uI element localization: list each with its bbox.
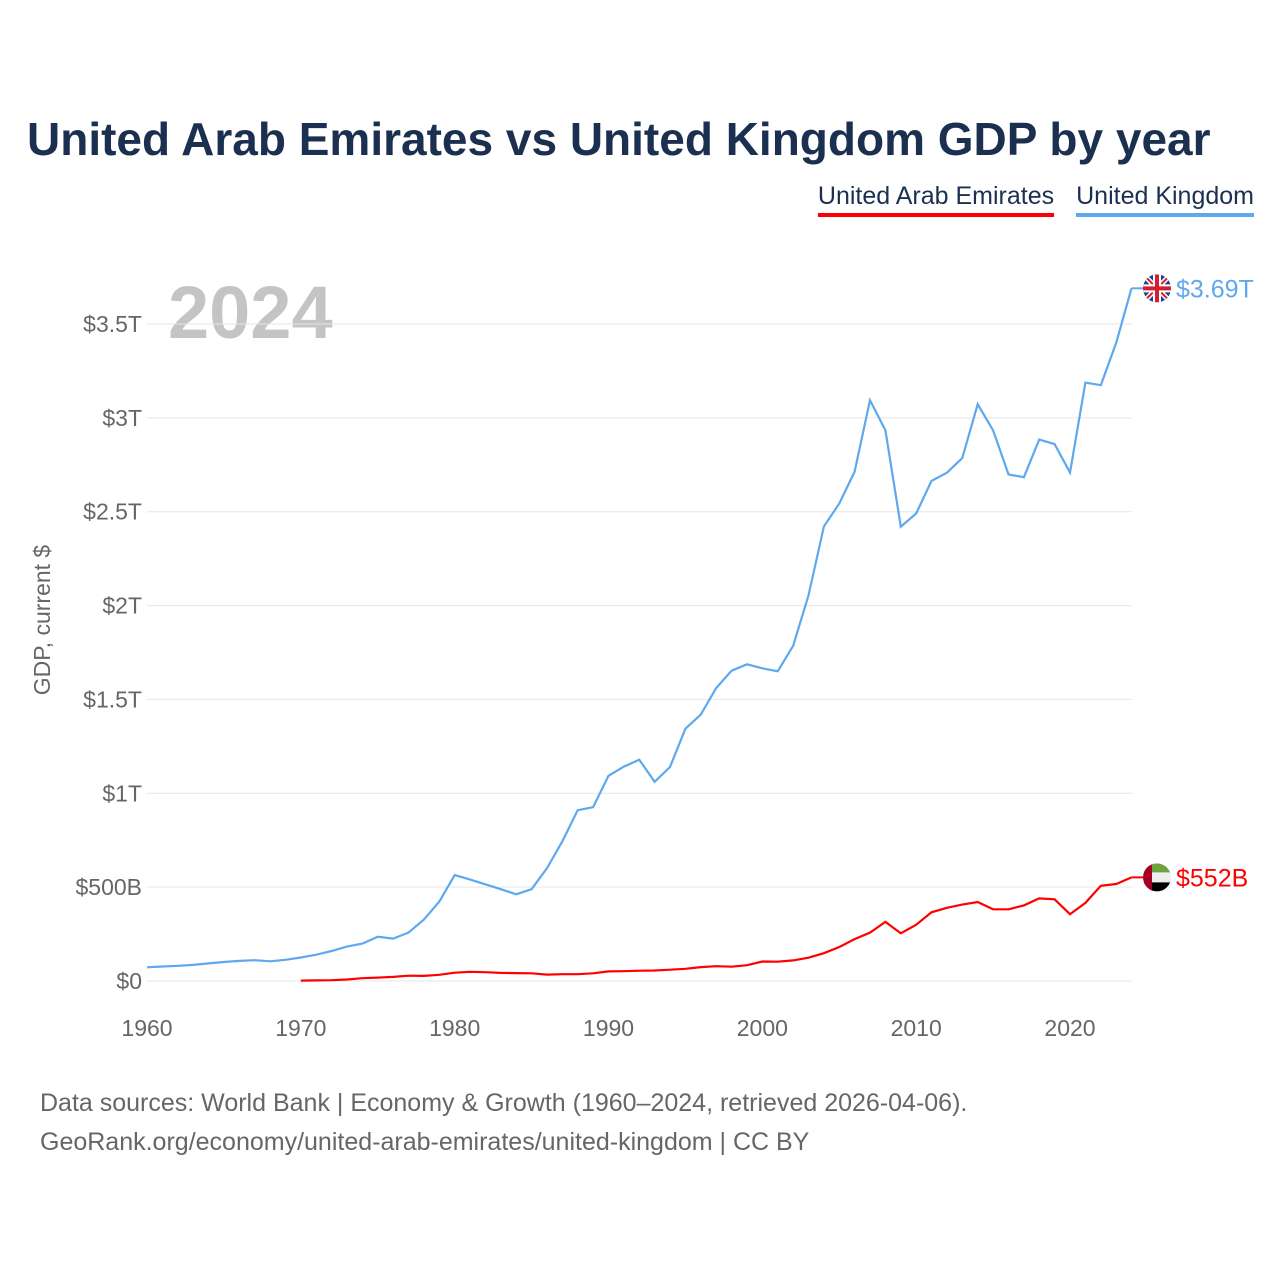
x-tick-label: 1990 xyxy=(583,1015,634,1041)
x-tick-label: 2020 xyxy=(1044,1015,1095,1041)
x-tick-label: 2010 xyxy=(891,1015,942,1041)
y-tick-label: $500B xyxy=(75,874,142,900)
y-axis-label: GDP, current $ xyxy=(29,545,55,696)
y-tick-label: $1.5T xyxy=(83,686,142,712)
uae-end-label: $552B xyxy=(1176,864,1248,892)
legend-item-uk[interactable]: United Kingdom xyxy=(1076,182,1254,217)
source-note: Data sources: World Bank | Economy & Gro… xyxy=(40,1084,967,1162)
source-line-2[interactable]: GeoRank.org/economy/united-arab-emirates… xyxy=(40,1128,810,1156)
y-tick-label: $3.5T xyxy=(83,311,142,337)
uk-end-label: $3.69T xyxy=(1176,275,1254,303)
uk-line xyxy=(146,288,1133,969)
x-tick-label: 1960 xyxy=(121,1015,172,1041)
uae-line xyxy=(300,876,1132,982)
x-tick-label: 2000 xyxy=(737,1015,788,1041)
y-tick-label: $2.5T xyxy=(83,499,142,525)
chart-title: United Arab Emirates vs United Kingdom G… xyxy=(27,113,1211,165)
x-tick-label: 1980 xyxy=(429,1015,480,1041)
legend-item-uae[interactable]: United Arab Emirates xyxy=(817,182,1055,217)
uae-flag-icon xyxy=(1143,863,1171,892)
y-tick-label: $2T xyxy=(102,593,142,619)
source-line-1: Data sources: World Bank | Economy & Gro… xyxy=(40,1089,968,1117)
y-tick-label: $1T xyxy=(102,780,142,806)
y-tick-label: $0 xyxy=(116,968,142,994)
y-tick-label: $3T xyxy=(102,405,142,431)
legend: United Arab Emirates United Kingdom xyxy=(817,182,1254,217)
year-label: 2024 xyxy=(168,271,333,354)
x-tick-label: 1970 xyxy=(275,1015,326,1041)
uk-flag-icon xyxy=(1143,274,1171,303)
